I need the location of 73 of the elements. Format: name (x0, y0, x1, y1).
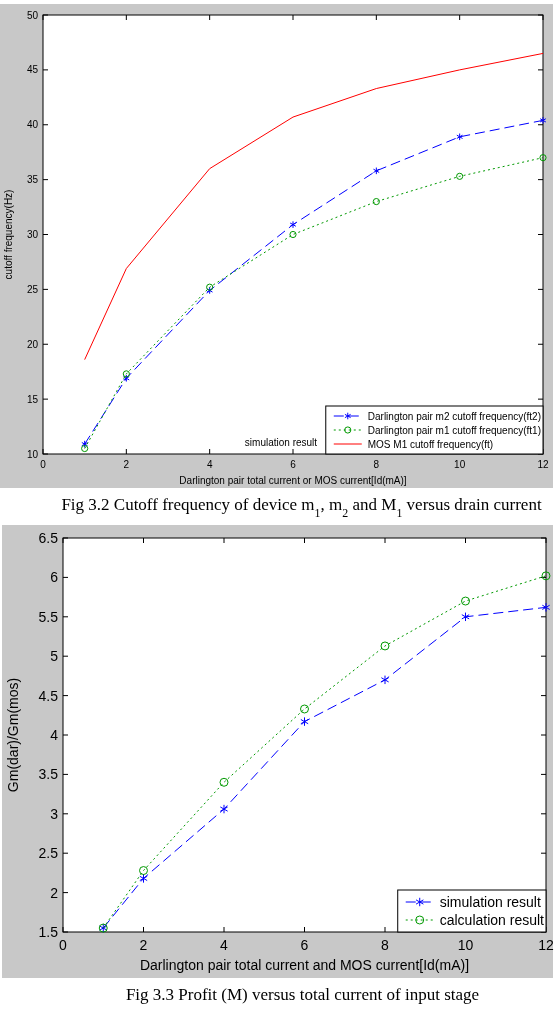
y-tick-label: 1.5 (38, 923, 59, 940)
point (539, 116, 547, 125)
x-tick-label: 10 (457, 937, 474, 953)
y-tick-label: 4 (50, 726, 59, 743)
x-tick-label: 12 (537, 459, 549, 470)
point (539, 154, 547, 162)
x-axis-title: Darlington pair total current or MOS current[Id(mA)] (179, 475, 407, 486)
x-tick-label: 12 (538, 937, 554, 953)
y-tick-label: 5 (50, 648, 59, 665)
y-axis-title: Gm(dar)/Gm(mos) (5, 677, 21, 793)
y-tick-label: 45 (26, 64, 39, 76)
point (461, 596, 470, 606)
legend-label: Darlington pair m2 cutoff frequency(ft2) (367, 410, 541, 422)
point (122, 370, 130, 378)
x-tick-label: 8 (373, 459, 380, 470)
point (139, 873, 148, 884)
x-tick-label: 0 (59, 937, 68, 953)
y-tick-label: 3 (50, 805, 59, 822)
legend-label: simulation result (439, 893, 541, 910)
x-tick-label: 0 (40, 459, 47, 470)
x-tick-label: 2 (123, 459, 130, 470)
y-tick-label: 35 (26, 174, 39, 186)
point (289, 230, 297, 239)
point (380, 641, 390, 651)
y-tick-label: 2 (50, 884, 59, 901)
x-tick-label: 8 (381, 937, 390, 953)
point (541, 602, 551, 613)
point (300, 716, 309, 727)
point (372, 197, 380, 206)
y-axis-title: cutoff frequency(Hz) (3, 189, 14, 280)
y-tick-label: 20 (26, 338, 39, 350)
point (81, 444, 89, 453)
y-tick-label: 50 (26, 9, 39, 21)
point (300, 704, 309, 714)
point (219, 777, 229, 787)
point (81, 440, 89, 448)
point (206, 283, 214, 291)
x-tick-label: 2 (139, 937, 148, 953)
y-tick-label: 5.5 (38, 608, 59, 625)
y-tick-label: 2.5 (38, 845, 59, 862)
y-tick-label: 3.5 (38, 766, 59, 783)
x-tick-label: 4 (220, 937, 229, 953)
caption: Fig 3.3 Profit (M) versus total current of input stage (125, 985, 480, 1004)
point (380, 675, 390, 685)
y-tick-label: 30 (26, 229, 39, 240)
point (206, 286, 214, 295)
line-series (84, 52, 544, 361)
point (456, 172, 464, 180)
x-tick-label: 4 (206, 459, 213, 470)
legend-label: MOS M1 cutoff frequency(ft) (367, 438, 494, 450)
y-tick-label: 4.5 (38, 687, 59, 704)
y-tick-label: 10 (26, 448, 39, 460)
y-tick-label: 40 (26, 119, 39, 131)
x-tick-label: 6 (290, 459, 297, 470)
y-tick-label: 6 (50, 569, 59, 586)
point (541, 571, 551, 581)
x-tick-label: 10 (454, 459, 466, 470)
y-tick-label: 15 (26, 393, 39, 405)
legend-label: calculation result (439, 911, 545, 928)
point (456, 133, 464, 141)
point (372, 167, 380, 175)
point (289, 220, 297, 229)
point (461, 612, 470, 622)
caption: Fig 3.2 Cutoff frequency of device m$_{1}$, m$_{2}$ and M$_{1}$ versus drain current (61, 495, 542, 520)
y-tick-label: 25 (26, 283, 39, 295)
x-tick-label: 6 (300, 937, 309, 953)
legend-label: Darlington pair m1 cutoff frequency(ft1) (367, 424, 541, 436)
point (219, 804, 229, 814)
point (139, 866, 148, 876)
annotation: simulation result (244, 437, 318, 448)
point (122, 374, 130, 383)
y-tick-label: 6.5 (38, 529, 59, 546)
x-axis-title: Darlington pair total current and MOS current[Id(mA)] (139, 957, 470, 973)
